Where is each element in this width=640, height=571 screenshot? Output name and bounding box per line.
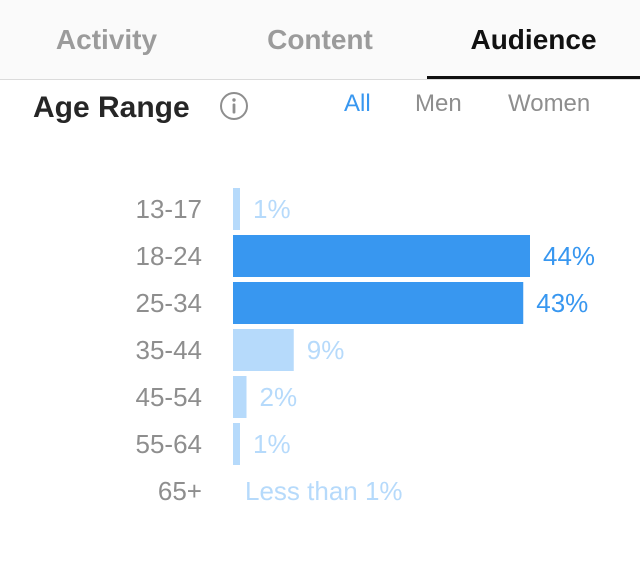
tab-bar: Activity Content Audience <box>0 0 640 80</box>
tab-audience[interactable]: Audience <box>470 23 597 55</box>
value-label: 44% <box>543 241 595 271</box>
info-circle-icon[interactable] <box>219 91 249 121</box>
value-label: 2% <box>260 382 298 412</box>
age-range-chart: 13-17 1% 18-24 44% 25-34 43% 35-44 9% 45-54 2% 55-… <box>136 188 595 506</box>
category-label: 35-44 <box>136 335 203 365</box>
value-label: 1% <box>253 194 291 224</box>
category-label: 18-24 <box>136 241 203 271</box>
bar <box>233 376 247 418</box>
section-title: Age Range <box>33 91 190 124</box>
value-label: 1% <box>253 429 291 459</box>
value-label: Less than 1% <box>245 476 403 506</box>
category-label: 25-34 <box>136 288 203 318</box>
value-label: 9% <box>307 335 345 365</box>
filter-women[interactable]: Women <box>508 90 591 117</box>
filter-men[interactable]: Men <box>415 90 462 117</box>
bar <box>233 235 530 277</box>
category-label: 55-64 <box>136 429 203 459</box>
tab-content[interactable]: Content <box>267 23 373 55</box>
category-label: 65+ <box>158 476 202 506</box>
active-tab-indicator <box>427 76 640 79</box>
bar <box>233 188 240 230</box>
bar <box>233 423 240 465</box>
tab-activity[interactable]: Activity <box>55 23 158 55</box>
value-label: 43% <box>536 288 588 318</box>
bar <box>233 282 524 324</box>
category-label: 45-54 <box>136 382 203 412</box>
category-label: 13-17 <box>136 194 203 224</box>
bar <box>233 329 294 371</box>
filter-all[interactable]: All <box>344 90 371 117</box>
